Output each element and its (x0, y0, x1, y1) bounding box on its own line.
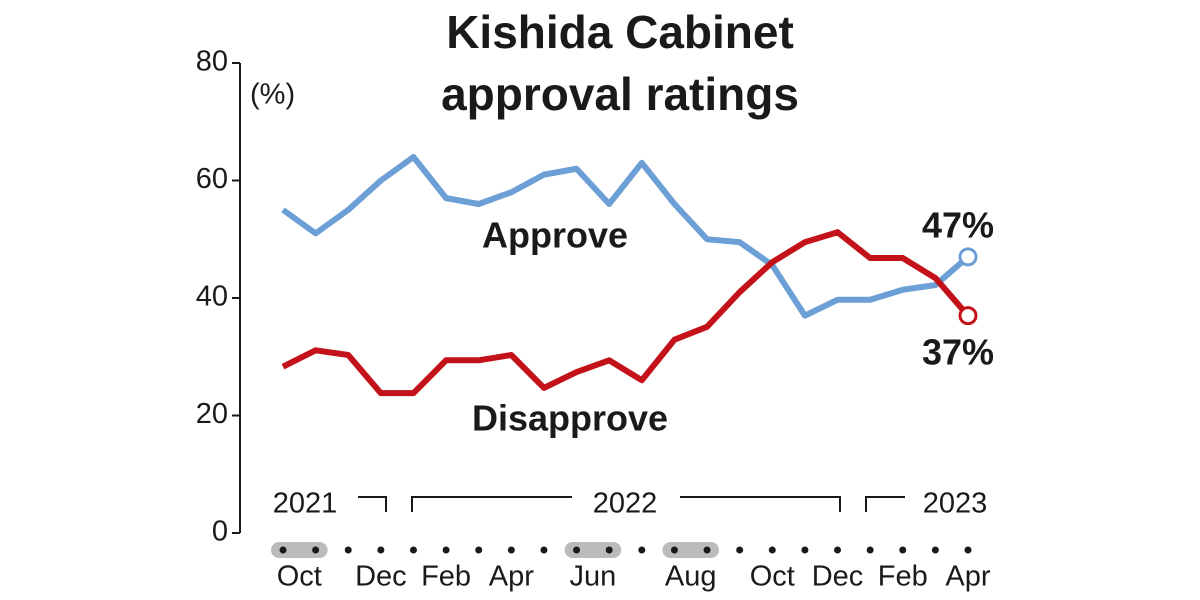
month-dot (573, 546, 581, 554)
x-tick-label: Dec (355, 561, 407, 593)
x-tick-label: Aug (665, 561, 717, 593)
month-dot (866, 546, 874, 554)
y-tick-label: 20 (196, 398, 228, 430)
y-tick-label: 60 (196, 163, 228, 195)
month-dot (507, 546, 515, 554)
chart-title: Kishida Cabinet (446, 6, 794, 58)
end-label: 37% (922, 332, 994, 373)
unit-label: (%) (250, 79, 295, 111)
series-label: Approve (482, 215, 628, 256)
month-dot (736, 546, 744, 554)
x-tick-label: Oct (277, 561, 322, 593)
end-marker (958, 247, 978, 267)
year-brackets (358, 496, 905, 512)
highlight (564, 542, 622, 558)
end-marker (958, 306, 978, 326)
year-label: 2021 (273, 488, 338, 520)
month-dot (703, 546, 711, 554)
year-label: 2022 (593, 488, 658, 520)
month-dot (768, 546, 776, 554)
month-dot (801, 546, 809, 554)
y-tick-label: 0 (212, 516, 228, 548)
x-tick-label: Oct (750, 561, 795, 593)
x-tick-label: Feb (878, 561, 928, 593)
month-dot (834, 546, 842, 554)
month-dot (442, 546, 450, 554)
highlight (271, 542, 328, 558)
month-dot (964, 546, 972, 554)
month-dot (540, 546, 548, 554)
x-tick-label: Jun (569, 561, 616, 593)
month-dot (377, 546, 385, 554)
x-tick-label: Dec (812, 561, 864, 593)
month-dot (279, 546, 287, 554)
x-tick-label: Feb (421, 561, 471, 593)
month-dot (638, 546, 646, 554)
month-dot (409, 546, 417, 554)
month-dot (605, 546, 613, 554)
series-label: Disapprove (472, 398, 668, 439)
month-dot (899, 546, 907, 554)
y-tick-label: 80 (196, 46, 228, 78)
chart-title: approval ratings (441, 68, 799, 120)
month-dot (931, 546, 939, 554)
x-tick-label: Apr (945, 561, 990, 593)
month-dot (344, 546, 352, 554)
month-dot (475, 546, 483, 554)
series-line (281, 154, 970, 319)
month-dot (312, 546, 320, 554)
end-label: 47% (922, 205, 994, 246)
month-dot (670, 546, 678, 554)
series-line (281, 229, 971, 397)
x-tick-label: Apr (489, 561, 534, 593)
highlight (662, 542, 720, 558)
y-tick-label: 40 (196, 281, 228, 313)
year-label: 2023 (923, 488, 988, 520)
